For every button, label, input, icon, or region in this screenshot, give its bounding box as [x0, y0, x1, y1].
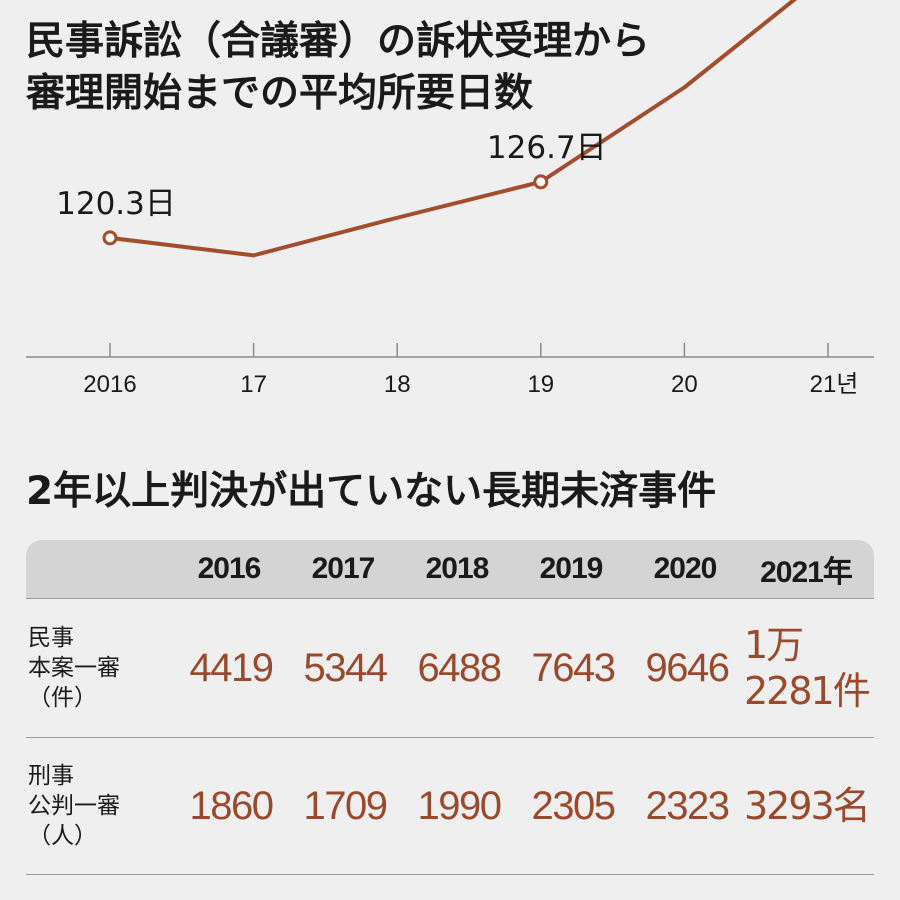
table-header-cell: 2019 — [539, 552, 604, 585]
table-row-civil: 民事 本案一審 （件） 4419 5344 6488 7643 9646 1万 … — [26, 599, 874, 738]
table-cell: 1990 — [417, 783, 502, 828]
table-cell: 3293名 — [744, 784, 871, 828]
data-point-marker — [102, 230, 118, 246]
table-header-cell: 2018 — [425, 552, 490, 585]
table-header-cell: 2021年 — [760, 556, 853, 589]
table-cell: 4419 — [189, 645, 274, 690]
table-cell: 1万 2281件 — [744, 623, 871, 713]
table-cell: 2323 — [645, 783, 730, 828]
table-row-criminal: 刑事 公判一審 （人） 1860 1709 1990 2305 2323 329… — [26, 738, 874, 875]
data-point-marker — [533, 174, 549, 190]
series-line — [108, 0, 798, 258]
x-tick-label: 20 — [671, 371, 698, 398]
table-header-cell: 2017 — [311, 552, 376, 585]
data-label: 126.7日 — [487, 130, 607, 166]
table-header-cell: 2016 — [197, 552, 262, 585]
table-cell: 2305 — [531, 783, 616, 828]
data-label: 120.3日 — [56, 186, 176, 222]
x-tick-label: 19 — [527, 371, 554, 398]
table-cell: 1709 — [303, 783, 388, 828]
table-cell: 5344 — [303, 645, 388, 690]
x-tick-label: 21년 — [810, 371, 859, 398]
row-label-criminal: 刑事 公判一審 （人） — [28, 763, 120, 849]
table-cell: 1860 — [189, 783, 274, 828]
table-title: 2年以上判決が出ていない長期未済事件 — [26, 469, 717, 514]
table-header-row: 2016 2017 2018 2019 2020 2021年 — [26, 540, 874, 599]
table-cell: 7643 — [531, 645, 616, 690]
x-tick-label: 18 — [384, 371, 411, 398]
backlog-table: 2016 2017 2018 2019 2020 2021年 民事 本案一審 （… — [26, 540, 874, 875]
chart-title: 民事訴訟（合議審）の訴状受理から 審理開始までの平均所要日数 — [26, 19, 651, 116]
x-tick-label: 2016 — [83, 371, 136, 398]
table-cell: 9646 — [645, 645, 730, 690]
table-cell: 6488 — [417, 645, 502, 690]
row-label-civil: 民事 本案一審 （件） — [28, 625, 120, 711]
x-tick-label: 17 — [240, 371, 267, 398]
table-header-cell: 2020 — [653, 552, 718, 585]
